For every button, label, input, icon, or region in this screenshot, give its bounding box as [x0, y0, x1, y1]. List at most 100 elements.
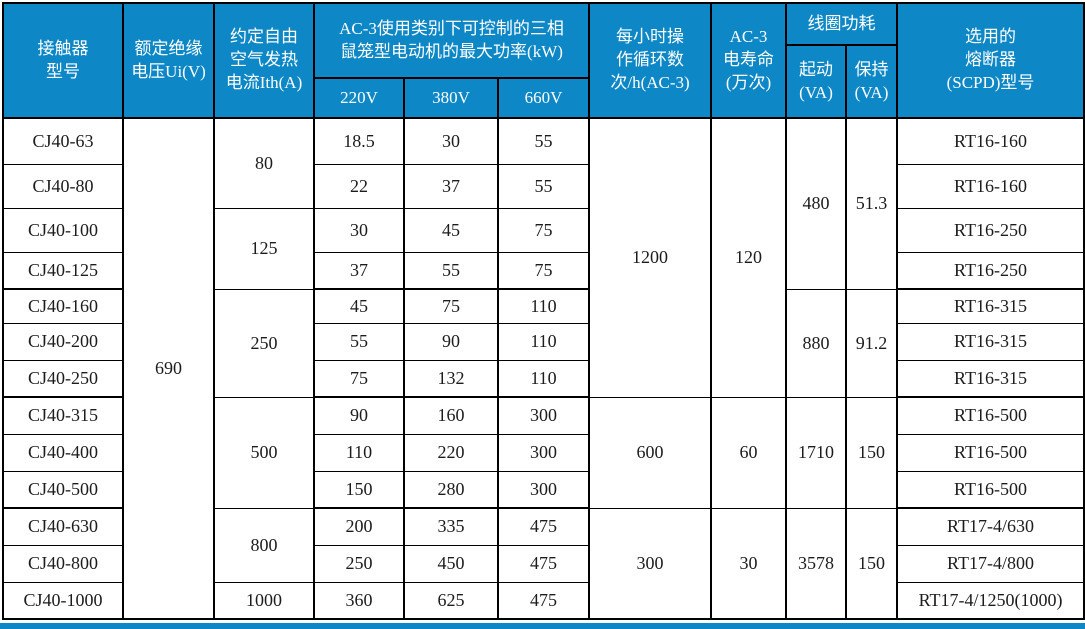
header-cell-max-power-group: AC-3使用类别下可控制的三相 鼠笼型电动机的最大功率(kW) [312, 2, 591, 79]
header-row-3: 220V 380V 660V [3, 77, 1084, 119]
header-cell-380v: 380V [403, 77, 499, 119]
table-row: CJ40-250 75 132 110 RT16-315 [2, 359, 1085, 398]
cell-power-660: 110 [496, 322, 591, 361]
cell-ith-group: 125 [213, 207, 315, 290]
cell-fuse: RT17-4/630 [896, 507, 1085, 546]
cell-model: CJ40-125 [2, 251, 124, 290]
cell-fuse: RT16-250 [896, 251, 1085, 290]
cell-power-220: 45 [313, 288, 405, 324]
cell-fuse: RT16-500 [896, 433, 1085, 472]
cell-ith-group: 250 [213, 288, 315, 398]
cell-power-660: 110 [496, 288, 591, 324]
cell-power-660: 75 [496, 207, 591, 253]
table-row: CJ40-63 690 80 18.5 30 55 1200 120 480 5… [2, 117, 1085, 620]
table-row: CJ40-160 250 45 75 110 880 91.2 RT16-315 [2, 288, 1085, 398]
header-row-1: 接触器 型号 额定绝缘 电压Ui(V) 约定自由 空气发热 电流Ith(A) A… [2, 2, 1085, 119]
cell-coil-start-group: 3578 [785, 507, 848, 620]
cell-fuse: RT16-160 [896, 163, 1085, 209]
cell-fuse: RT16-160 [896, 117, 1085, 165]
cell-power-380: 280 [403, 470, 499, 509]
cell-power-380: 160 [403, 396, 499, 435]
cell-coil-start-group: 1710 [785, 396, 848, 509]
cell-power-380: 37 [403, 163, 499, 209]
cell-fuse: RT16-250 [896, 207, 1085, 253]
cell-ith-group: 800 [213, 507, 315, 583]
cell-life-group: 60 [710, 396, 788, 509]
cell-fuse: RT16-315 [896, 288, 1085, 324]
table-row: CJ40-125 37 55 75 RT16-250 [2, 251, 1085, 290]
cell-fuse: RT16-315 [896, 322, 1085, 361]
header-cell-insulation-voltage: 额定绝缘 电压Ui(V) [122, 2, 215, 119]
cell-life-group: 30 [710, 507, 788, 620]
table-header: 接触器 型号 额定绝缘 电压Ui(V) 约定自由 空气发热 电流Ith(A) A… [2, 2, 1085, 119]
cell-model: CJ40-63 [2, 117, 124, 165]
cell-model: CJ40-500 [2, 470, 124, 509]
cell-model: CJ40-315 [2, 396, 124, 435]
cell-power-660: 55 [496, 163, 591, 209]
cell-model: CJ40-100 [2, 207, 124, 253]
cell-power-380: 132 [403, 359, 499, 398]
cell-power-220: 150 [313, 470, 405, 509]
bottom-accent-bar [0, 623, 1085, 629]
cell-power-220: 90 [313, 396, 405, 435]
cell-model: CJ40-80 [2, 163, 124, 209]
cell-power-660: 75 [496, 251, 591, 290]
cell-power-660: 55 [496, 117, 591, 165]
table-row: CJ40-80 22 37 55 RT16-160 [2, 163, 1085, 209]
cell-power-660: 300 [496, 470, 591, 509]
cell-power-660: 110 [496, 359, 591, 398]
cell-power-220: 75 [313, 359, 405, 398]
cell-coil-start-group: 880 [785, 288, 848, 398]
cell-power-380: 90 [403, 322, 499, 361]
cell-power-380: 55 [403, 251, 499, 290]
cell-cycles-group: 1200 [588, 117, 713, 398]
cell-model: CJ40-160 [2, 288, 124, 324]
cell-ith-group: 500 [213, 396, 315, 509]
cell-model: CJ40-250 [2, 359, 124, 398]
cell-power-380: 625 [403, 581, 499, 620]
table-body: CJ40-63 690 80 18.5 30 55 1200 120 480 5… [2, 117, 1085, 620]
cell-fuse: RT16-500 [896, 396, 1085, 435]
cell-model: CJ40-1000 [2, 581, 124, 620]
cell-ith-group: 80 [213, 117, 315, 209]
header-cell-220v: 220V [313, 77, 405, 119]
cell-power-660: 475 [496, 581, 591, 620]
cell-fuse: RT16-500 [896, 470, 1085, 509]
header-cell-thermal-current: 约定自由 空气发热 电流Ith(A) [213, 2, 315, 119]
cell-power-220: 18.5 [313, 117, 405, 165]
cell-power-660: 300 [496, 433, 591, 472]
header-cell-cycles-per-hour: 每小时操 作循环数 次/h(AC-3) [588, 2, 713, 119]
cell-coil-hold-group: 150 [845, 507, 899, 620]
cell-fuse: RT17-4/800 [896, 544, 1085, 583]
cell-power-660: 475 [496, 544, 591, 583]
cell-fuse: RT16-315 [896, 359, 1085, 398]
cell-model: CJ40-800 [2, 544, 124, 583]
header-cell-model: 接触器 型号 [2, 2, 124, 119]
cell-model: CJ40-400 [2, 433, 124, 472]
cell-life-group: 120 [710, 117, 788, 398]
table-row: CJ40-200 55 90 110 RT16-315 [2, 322, 1085, 361]
cell-power-660: 475 [496, 507, 591, 546]
cell-power-380: 75 [403, 288, 499, 324]
cell-power-380: 220 [403, 433, 499, 472]
cell-ui-rated: 690 [122, 117, 215, 620]
header-row-2: 起动 (VA) 保持 (VA) [3, 44, 1084, 119]
header-cell-fuse-type: 选用的 熔断器 (SCPD)型号 [896, 2, 1085, 119]
header-cell-coil-power-group: 线圈功耗 [785, 2, 899, 46]
cell-power-380: 30 [403, 117, 499, 165]
cell-power-380: 45 [403, 207, 499, 253]
cell-model: CJ40-200 [2, 322, 124, 361]
header-cell-coil-hold: 保持 (VA) [845, 44, 899, 119]
cell-power-220: 200 [313, 507, 405, 546]
table-row: CJ40-630 800 200 335 475 300 30 3578 150… [2, 507, 1085, 620]
cell-power-380: 335 [403, 507, 499, 546]
cell-power-220: 110 [313, 433, 405, 472]
header-cell-electrical-life: AC-3 电寿命 (万次) [710, 2, 788, 119]
cell-fuse: RT17-4/1250(1000) [896, 581, 1085, 620]
header-cell-660v: 660V [496, 77, 591, 119]
cell-power-220: 55 [313, 322, 405, 361]
header-cell-coil-start: 起动 (VA) [785, 44, 848, 119]
cell-cycles-group: 600 [588, 396, 713, 509]
